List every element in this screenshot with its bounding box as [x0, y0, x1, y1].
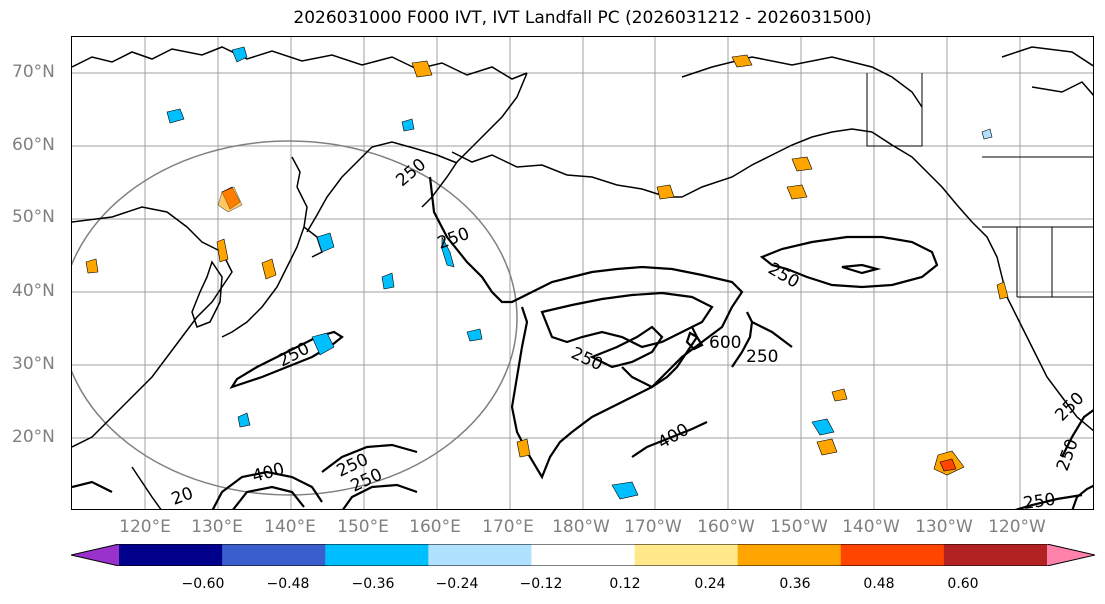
colorbar-segment — [943, 544, 1048, 566]
colorbar-segment — [325, 544, 429, 566]
colorbar-segment — [531, 544, 636, 566]
lon-label-140w: 140°W — [842, 517, 900, 537]
colorbar-tick: 0.24 — [694, 576, 726, 592]
lon-label-160e: 160°E — [409, 517, 461, 537]
colorbar-tick: 0.48 — [863, 576, 895, 592]
colorbar-segment — [840, 544, 945, 566]
lat-label-40n: 40°N — [12, 281, 55, 301]
contour-label: 600 — [709, 333, 741, 353]
lat-label-50n: 50°N — [12, 207, 55, 227]
map-canvas: 250 250 250 250 250 600 250 400 400 250 … — [72, 37, 1093, 510]
colorbar-segment — [737, 544, 842, 566]
colorbar-tick: −0.48 — [266, 576, 310, 592]
map-panel: 250 250 250 250 250 600 250 400 400 250 … — [71, 36, 1094, 510]
colorbar-tick: −0.24 — [435, 576, 479, 592]
contour-label: 250 — [435, 224, 472, 254]
lon-label-180w: 180°W — [552, 517, 610, 537]
contour-label: 250 — [392, 155, 430, 191]
lat-label-70n: 70°N — [12, 62, 55, 82]
contour-label: 400 — [655, 420, 693, 454]
colorbar-segment — [119, 544, 223, 566]
ivt-contours — [72, 176, 1093, 509]
lon-label-170e: 170°E — [482, 517, 534, 537]
lon-label-170w: 170°W — [624, 517, 682, 537]
lon-label-120e: 120°E — [119, 517, 171, 537]
colorbar-segment — [428, 544, 532, 566]
contour-label: 250 — [568, 343, 606, 375]
colorbar-tick: −0.36 — [351, 576, 395, 592]
graticule — [72, 37, 1093, 509]
colorbar-tick: 0.60 — [947, 576, 979, 592]
contour-label: 250 — [275, 339, 313, 372]
map-title: 2026031000 F000 IVT, IVT Landfall PC (20… — [293, 8, 872, 28]
colorbar-segment — [71, 544, 119, 566]
colorbar-tick: −0.60 — [181, 576, 225, 592]
colorbar-tick: 0.12 — [609, 576, 641, 592]
contour-label: 250 — [1022, 490, 1057, 510]
contour-label: 400 — [250, 459, 287, 487]
contour-label: 20 — [169, 484, 196, 510]
colorbar-segment — [634, 544, 739, 566]
lat-label-20n: 20°N — [12, 427, 55, 447]
lon-label-160w: 160°W — [697, 517, 755, 537]
lon-label-120w: 120°W — [988, 517, 1046, 537]
lat-label-30n: 30°N — [12, 354, 55, 374]
lat-label-60n: 60°N — [12, 135, 55, 155]
coastlines — [72, 46, 1093, 509]
colorbar-tick: −0.12 — [519, 576, 563, 592]
ivt-anomaly-patches — [85, 46, 1009, 500]
lon-label-130e: 130°E — [191, 517, 243, 537]
colorbar-tick: 0.36 — [779, 576, 811, 592]
colorbar — [71, 544, 1095, 566]
lon-label-130w: 130°W — [915, 517, 973, 537]
colorbar-segment — [222, 544, 326, 566]
contour-label: 250 — [1053, 436, 1083, 473]
lon-label-140e: 140°E — [264, 517, 316, 537]
colorbar-segment — [1047, 544, 1095, 566]
contour-label: 250 — [746, 347, 778, 367]
lon-label-150e: 150°E — [337, 517, 389, 537]
landfall-region-circle — [72, 140, 518, 496]
lon-label-150w: 150°W — [770, 517, 828, 537]
